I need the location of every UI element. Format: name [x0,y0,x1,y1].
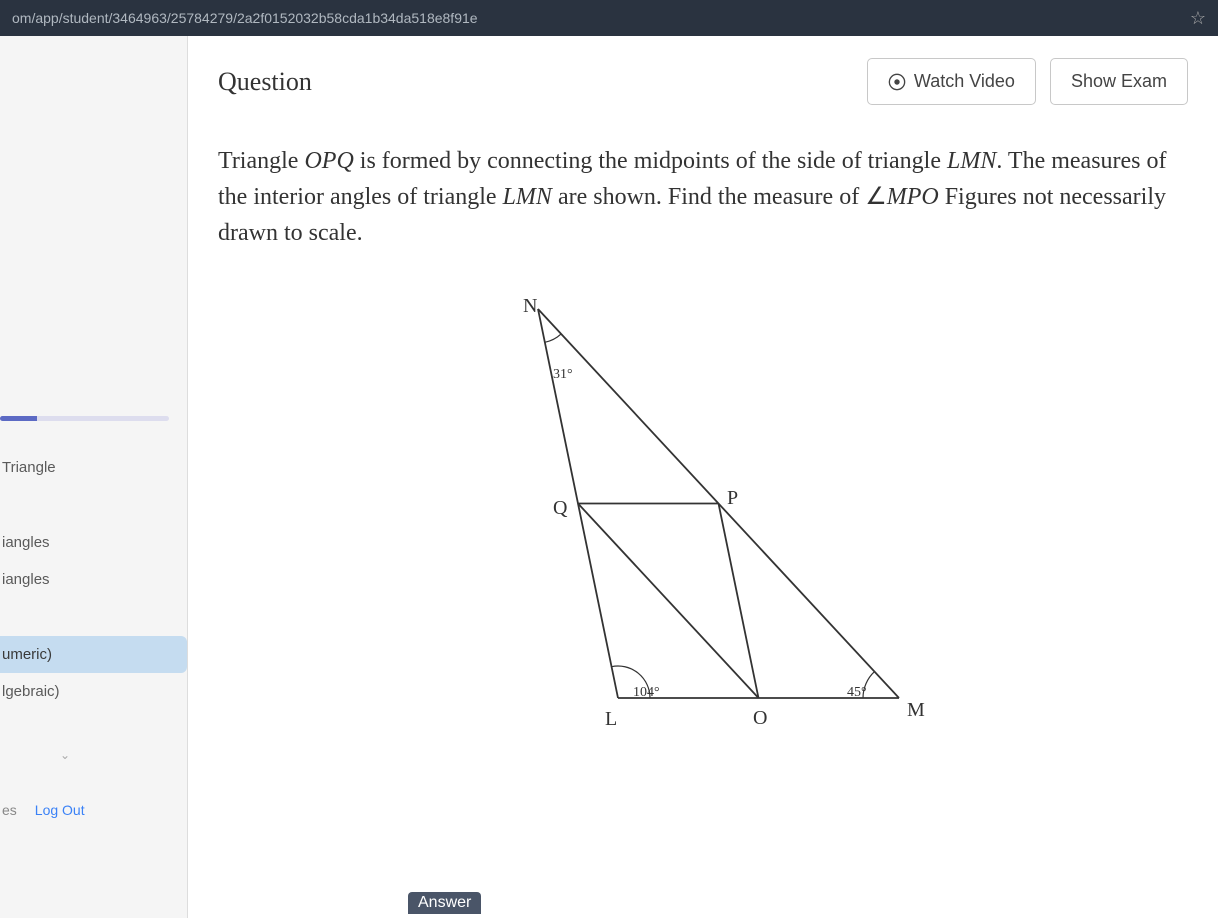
progress-bar [0,416,169,421]
browser-address-bar: om/app/student/3464963/25784279/2a2f0152… [0,0,1218,36]
vertex-label-P: P [727,487,738,510]
triangle-svg [423,291,983,751]
triangle-figure: N L M Q P O 31° 104° 45° [423,291,983,751]
answer-label: Answer [408,892,481,914]
bookmark-star-icon[interactable]: ☆ [1190,8,1206,29]
vertex-label-O: O [753,707,767,730]
vertex-label-L: L [605,708,617,731]
sidebar-item-angles-2[interactable]: iangles [0,561,187,598]
angle-label-L: 104° [633,685,660,701]
sidebar-item-algebraic[interactable]: lgebraic) [0,673,187,710]
chevron-down-icon[interactable]: ⌄ [0,748,187,762]
question-heading: Question [218,67,312,97]
sidebar-item-angles-1[interactable]: iangles [0,524,187,561]
show-exam-label: Show Exam [1071,71,1167,92]
url-text: om/app/student/3464963/25784279/2a2f0152… [12,10,478,26]
progress-bar-wrap [0,416,187,449]
angle-label-N: 31° [553,367,573,383]
problem-statement: Triangle OPQ is formed by connecting the… [218,143,1188,251]
play-circle-icon [888,73,906,91]
content-area: Question Watch Video Show Exam Triangle … [188,36,1218,918]
angle-label-M: 45° [847,685,867,701]
show-exam-button[interactable]: Show Exam [1050,58,1188,105]
vertex-label-N: N [523,295,537,318]
progress-fill [0,416,37,421]
watch-video-label: Watch Video [914,71,1015,92]
watch-video-button[interactable]: Watch Video [867,58,1036,105]
sidebar-item-triangle[interactable]: Triangle [0,449,187,486]
sidebar-es-label: es [2,802,17,818]
vertex-label-Q: Q [553,497,567,520]
sidebar: Triangle iangles iangles umeric) lgebrai… [0,36,188,918]
vertex-label-M: M [907,699,925,722]
sidebar-item-numeric[interactable]: umeric) [0,636,187,673]
logout-link[interactable]: Log Out [35,802,85,818]
